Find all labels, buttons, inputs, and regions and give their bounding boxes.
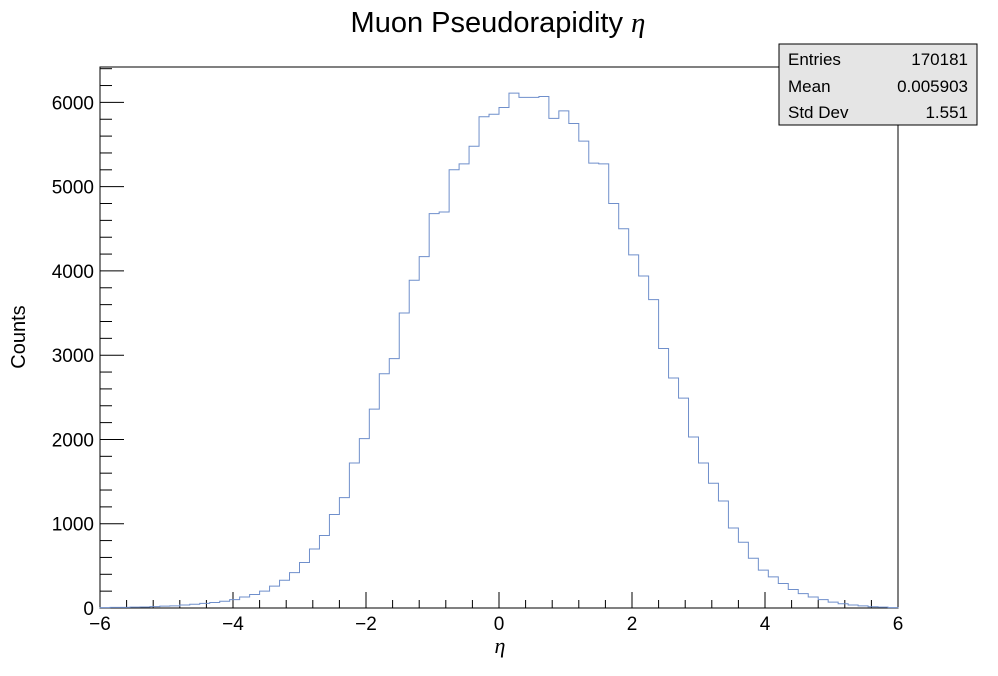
y-tick-label: 5000 bbox=[52, 178, 94, 199]
stats-box: Entries 170181 Mean 0.005903 Std Dev 1.5… bbox=[778, 43, 978, 126]
stats-entries-label: Entries bbox=[788, 50, 841, 69]
x-tick-label: −2 bbox=[355, 614, 377, 635]
x-tick-label: 6 bbox=[893, 614, 904, 635]
x-tick-label: 0 bbox=[494, 614, 505, 635]
y-tick-label: 2000 bbox=[52, 430, 94, 451]
plot-frame bbox=[99, 66, 899, 609]
axis-ticks bbox=[99, 68, 899, 609]
y-tick-labels: 0 1000 2000 3000 4000 5000 6000 bbox=[52, 93, 94, 620]
histogram-line bbox=[99, 92, 899, 609]
y-axis-label: Counts bbox=[8, 305, 30, 368]
x-tick-label: −4 bbox=[222, 614, 244, 635]
y-tick-label: 6000 bbox=[52, 93, 94, 114]
stats-entries-value: 170181 bbox=[911, 50, 968, 69]
chart-title-symbol: η bbox=[631, 7, 645, 39]
y-tick-label: 3000 bbox=[52, 346, 94, 367]
y-tick-label: 1000 bbox=[52, 515, 94, 536]
x-tick-label: 2 bbox=[627, 614, 638, 635]
x-tick-labels: −6 −4 −2 0 2 4 6 bbox=[89, 614, 903, 635]
chart-title-text: Muon Pseudorapidity bbox=[351, 7, 632, 39]
y-tick-label: 0 bbox=[83, 599, 94, 620]
x-axis-label: η bbox=[495, 633, 506, 658]
stats-stddev-value: 1.551 bbox=[925, 103, 968, 122]
y-tick-label: 4000 bbox=[52, 262, 94, 283]
stats-mean-value: 0.005903 bbox=[897, 77, 968, 96]
x-tick-label: 4 bbox=[760, 614, 771, 635]
x-tick-label: −6 bbox=[89, 614, 111, 635]
stats-stddev-label: Std Dev bbox=[788, 103, 849, 122]
stats-mean-label: Mean bbox=[788, 77, 831, 96]
stats-box-background bbox=[778, 43, 978, 126]
chart-title: Muon Pseudorapidity η bbox=[351, 7, 646, 39]
